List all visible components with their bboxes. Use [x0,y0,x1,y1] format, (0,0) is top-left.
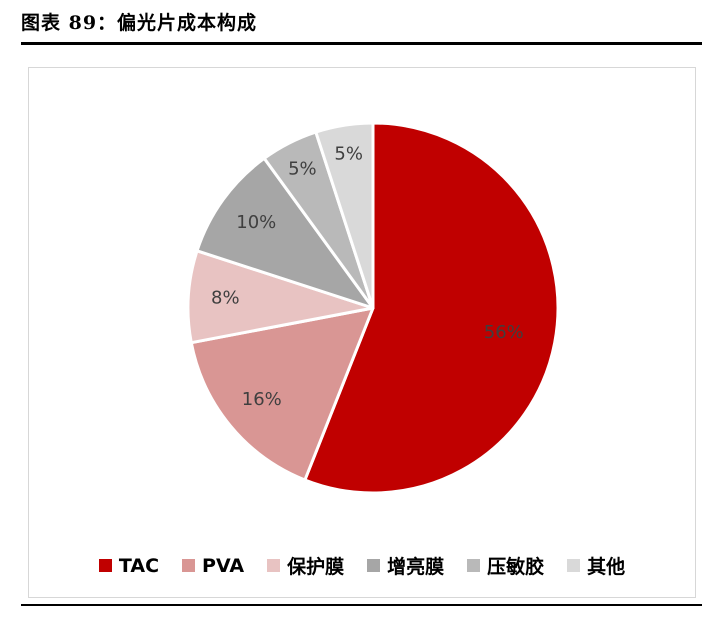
legend-label: 保护膜 [287,556,345,578]
legend-label: PVA [202,554,245,577]
legend-item-2: 保护膜 [267,552,344,579]
legend-item-0: TAC [98,554,160,577]
legend-label: TAC [118,554,160,577]
slice-label-5: 5% [334,144,363,165]
legend-swatch-icon [367,559,381,572]
footer-rule [21,604,702,606]
pie-slice-3 [195,156,375,310]
legend-swatch-icon [267,559,281,572]
legend-swatch-icon [182,559,196,572]
legend-item-4: 压敏胶 [467,552,544,579]
slice-label-3: 10% [236,212,276,233]
figure-title: 图表 89：偏光片成本构成 [21,8,702,45]
legend-swatch-icon [567,559,581,572]
slice-label-1: 16% [242,389,282,410]
pie-chart: 56% 16% 8% 10% 5% 5% [186,121,560,495]
legend-item-5: 其他 [567,552,625,579]
chart-panel: 56% 16% 8% 10% 5% 5% TAC PVA 保护膜 增亮膜 压敏胶 其他 [28,67,696,598]
chart-legend: TAC PVA 保护膜 增亮膜 压敏胶 其他 [29,552,695,579]
legend-item-3: 增亮膜 [367,552,444,579]
legend-swatch-icon [467,559,481,572]
pie-slice-0 [303,121,560,495]
legend-label: 增亮膜 [387,556,445,578]
slice-label-4: 5% [288,159,317,180]
slice-label-0: 56% [484,322,524,343]
legend-label: 其他 [587,556,626,578]
pie-slice-1 [189,306,375,482]
pie-slice-5 [314,121,375,310]
legend-swatch-icon [98,559,112,572]
legend-label: 压敏胶 [487,556,545,578]
slice-label-2: 8% [211,288,240,309]
legend-item-1: PVA [182,555,244,577]
pie-slice-2 [186,249,375,345]
